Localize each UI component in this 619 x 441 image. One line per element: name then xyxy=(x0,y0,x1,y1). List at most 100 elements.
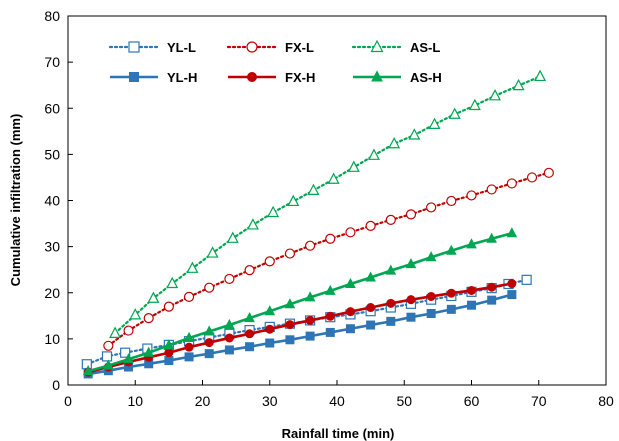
series-fx-h xyxy=(83,279,517,377)
legend-label-yl-h: YL-H xyxy=(167,70,197,85)
data-point xyxy=(445,244,457,255)
series-line-as-h xyxy=(87,231,513,373)
data-point xyxy=(123,353,134,364)
data-point xyxy=(486,184,497,195)
data-point xyxy=(543,167,554,178)
series-line-as-l xyxy=(113,75,542,335)
series-markers-as-h xyxy=(82,227,518,376)
data-point xyxy=(246,41,258,53)
x-tick-label: 30 xyxy=(262,393,278,409)
data-point xyxy=(385,264,397,275)
data-point xyxy=(183,291,195,303)
series-fx-l xyxy=(103,167,554,351)
data-point xyxy=(526,172,538,183)
x-axis-ticks: 0 10 20 30 40 50 60 70 80 xyxy=(64,380,614,409)
legend-label-yl-l: YL-L xyxy=(167,40,196,55)
data-point xyxy=(285,335,295,345)
data-point xyxy=(325,233,336,244)
data-point xyxy=(264,305,276,316)
data-point xyxy=(347,160,360,172)
y-tick-label: 30 xyxy=(44,239,60,255)
legend-label-fx-l: FX-L xyxy=(285,40,314,55)
data-point xyxy=(448,107,461,119)
legend-item-fx-h: FX-H xyxy=(228,70,315,85)
data-point xyxy=(265,324,275,334)
data-point xyxy=(129,308,142,320)
data-point xyxy=(446,304,456,314)
data-point xyxy=(163,301,174,312)
data-point xyxy=(467,285,476,295)
data-point xyxy=(244,265,255,276)
data-point xyxy=(345,277,356,288)
data-point xyxy=(521,274,532,285)
data-point xyxy=(82,365,94,376)
data-point xyxy=(147,291,160,303)
data-point xyxy=(426,202,437,213)
x-tick-label: 10 xyxy=(127,393,143,409)
legend-item-as-h: AS-H xyxy=(353,70,442,85)
x-tick-label: 60 xyxy=(464,393,480,409)
data-point xyxy=(324,284,336,295)
data-point xyxy=(81,359,92,370)
data-point xyxy=(405,209,417,220)
x-axis-title: Rainfall time (min) xyxy=(282,426,395,441)
data-point xyxy=(244,312,255,323)
data-point xyxy=(267,205,280,218)
data-point xyxy=(128,41,140,53)
data-point xyxy=(245,342,255,352)
series-as-h xyxy=(82,227,518,376)
y-tick-label: 40 xyxy=(44,193,60,209)
data-point xyxy=(143,346,155,357)
data-point xyxy=(386,298,396,308)
data-point xyxy=(507,279,517,289)
data-point xyxy=(183,331,195,342)
data-point xyxy=(129,72,139,82)
legend-label-as-h: AS-H xyxy=(410,70,442,85)
data-point xyxy=(406,295,416,305)
legend-label-fx-h: FX-H xyxy=(285,70,315,85)
y-tick-label: 0 xyxy=(52,377,60,393)
data-point xyxy=(305,331,315,341)
data-point xyxy=(166,276,179,289)
data-point xyxy=(345,307,355,317)
data-point xyxy=(186,261,199,273)
data-point xyxy=(365,271,376,282)
y-axis-ticks: 0 10 20 30 40 50 60 70 80 xyxy=(44,8,73,393)
data-point xyxy=(325,327,335,337)
data-point xyxy=(164,348,174,358)
data-point xyxy=(365,220,376,231)
data-point xyxy=(512,78,525,91)
data-point xyxy=(224,273,235,285)
data-point xyxy=(226,231,239,243)
data-point xyxy=(245,329,255,339)
y-tick-label: 60 xyxy=(44,100,60,116)
data-point xyxy=(264,256,275,267)
data-point xyxy=(506,178,517,189)
data-point xyxy=(446,288,456,298)
data-point xyxy=(426,291,436,301)
series-yl-h xyxy=(83,290,517,379)
data-point xyxy=(246,218,259,230)
data-point xyxy=(101,351,113,362)
legend-item-yl-h: YL-H xyxy=(110,70,197,85)
data-point xyxy=(284,298,296,309)
data-point xyxy=(103,340,114,351)
data-point xyxy=(425,251,437,262)
legend-item-as-l: AS-L xyxy=(351,39,440,55)
series-markers-as-l xyxy=(109,69,547,338)
x-tick-label: 20 xyxy=(195,393,211,409)
data-point xyxy=(345,227,356,238)
data-point xyxy=(307,183,320,195)
data-point xyxy=(204,282,215,293)
data-point xyxy=(285,320,295,330)
series-as-l xyxy=(109,69,547,338)
x-tick-label: 70 xyxy=(531,393,547,409)
data-point xyxy=(184,342,194,352)
data-point xyxy=(366,303,376,313)
data-point xyxy=(206,246,219,258)
data-point xyxy=(305,315,315,325)
legend: YL-L FX-L AS-L YL-H FX-H AS-H xyxy=(108,39,442,85)
data-point xyxy=(406,312,416,322)
data-point xyxy=(371,70,383,82)
data-point xyxy=(467,300,476,310)
